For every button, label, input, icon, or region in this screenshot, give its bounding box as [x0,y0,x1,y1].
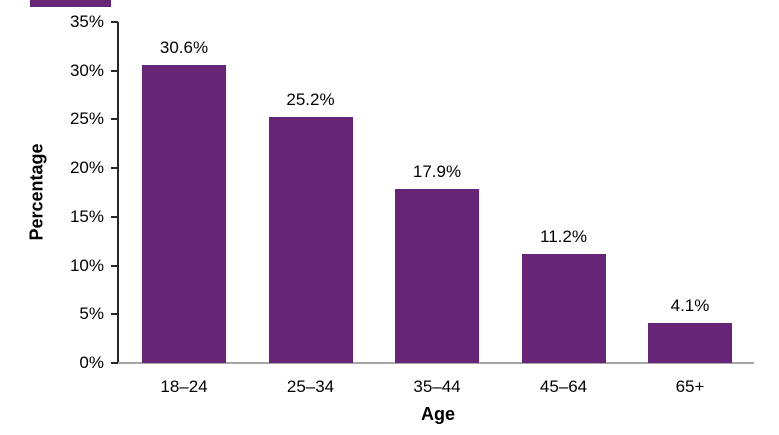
x-axis-title: Age [420,404,456,424]
x-axis-baseline [111,362,754,364]
y-axis-tick [111,21,118,23]
x-tick-label: 35–44 [413,377,461,396]
y-axis-tick [111,215,118,218]
bar-value-label: 11.2% [540,226,587,246]
x-tick-label: 65+ [675,377,705,396]
y-axis-tick [111,264,118,267]
bar-value-label: 25.2% [286,90,335,110]
x-tick-label: 25–34 [286,377,335,396]
y-tick-label: 20% [69,158,104,178]
y-tick-label: 10% [69,255,104,275]
bar-value-label: 17.9% [412,161,462,181]
y-tick-label: 15% [69,206,104,226]
y-axis-tick [111,118,118,121]
bar-35–44 [395,188,479,363]
x-tick-label: 18–24 [160,377,208,396]
bar-45–64 [521,253,606,363]
y-axis-tick [111,69,118,72]
x-tick-label: 45–64 [539,377,588,396]
y-axis-title: Percentage [26,143,47,241]
bar-25–34 [268,117,353,363]
y-tick-label: 0% [79,353,104,372]
y-axis-tick [111,362,118,364]
bar-65+ [648,323,732,363]
y-axis-tick [111,313,118,316]
y-tick-label: 30% [69,60,104,80]
y-tick-label: 5% [79,304,104,324]
y-axis-line [117,22,119,364]
bar-value-label: 4.1% [670,296,710,316]
decorative-purple-strip [30,0,111,7]
y-axis-tick [111,167,118,170]
bar-value-label: 30.6% [159,37,209,57]
y-tick-label: 25% [69,109,104,129]
bar-18–24 [142,64,226,363]
y-tick-label: 35% [69,12,104,31]
